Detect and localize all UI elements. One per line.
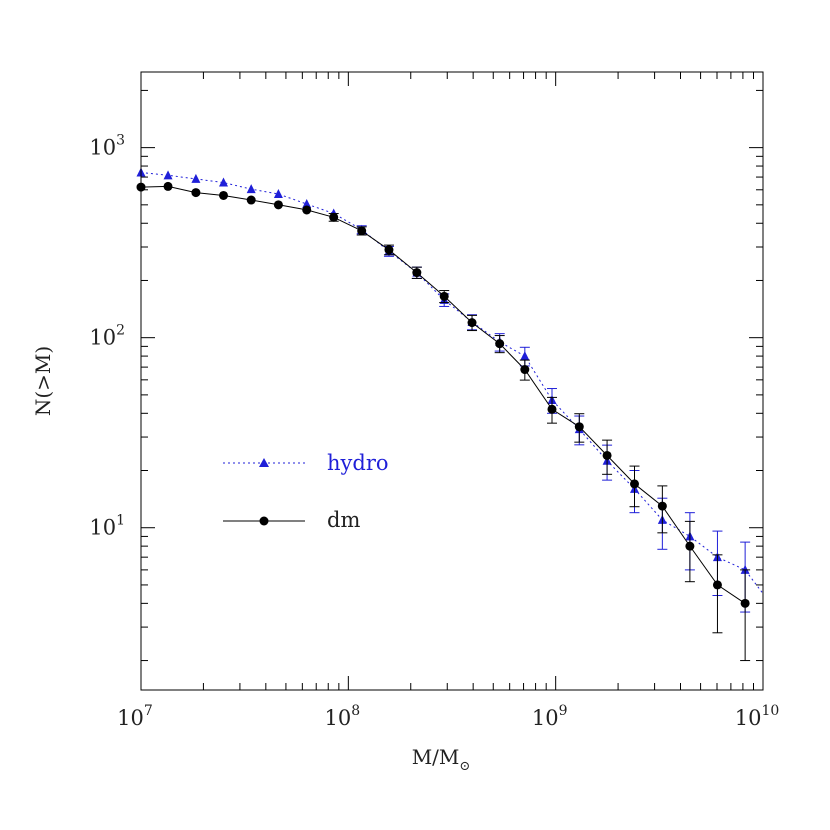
data-point-hydro xyxy=(246,184,256,194)
tick-labels: 107 108 109 1010 101 102 103 xyxy=(89,133,779,730)
data-point-hydro xyxy=(219,177,229,187)
data-point-hydro xyxy=(163,170,173,180)
x-axis-label: M/M⊙ xyxy=(412,745,471,774)
data-point-dm xyxy=(163,181,173,191)
legend-label-hydro: hydro xyxy=(327,451,389,475)
y-axis-label: N(>M) xyxy=(31,346,55,416)
data-point-dm xyxy=(439,291,449,301)
data-point-dm xyxy=(219,190,229,200)
legend: hydro dm xyxy=(223,451,389,532)
data-point-dm xyxy=(384,245,394,255)
data-point-hydro xyxy=(273,189,283,199)
x-tick-label: 109 xyxy=(532,703,568,730)
plot-frame xyxy=(140,71,764,691)
data-point-dm xyxy=(302,205,312,215)
series-dm xyxy=(136,181,751,662)
x-tick-label: 107 xyxy=(117,703,153,730)
data-point-hydro xyxy=(302,199,312,209)
legend-marker-hydro xyxy=(259,458,269,467)
data-point-dm xyxy=(657,501,667,511)
data-point-dm xyxy=(520,365,530,375)
data-point-hydro xyxy=(520,351,530,361)
y-tick-label: 101 xyxy=(89,513,125,540)
data-point-dm xyxy=(602,450,612,460)
series-line-hydro xyxy=(140,172,764,594)
data-point-dm xyxy=(273,200,283,210)
x-axis-label-subscript: ⊙ xyxy=(459,759,470,774)
y-tick-label: 102 xyxy=(89,323,125,350)
data-point-dm xyxy=(547,404,557,414)
data-point-dm xyxy=(467,318,477,328)
data-point-hydro xyxy=(191,173,201,183)
data-point-dm xyxy=(685,541,695,551)
data-point-dm xyxy=(357,226,367,236)
data-point-dm xyxy=(712,580,722,590)
y-tick-label: 103 xyxy=(89,133,125,160)
data-point-dm xyxy=(574,422,584,432)
data-point-dm xyxy=(329,212,339,222)
data-point-dm xyxy=(412,268,422,278)
data-point-dm xyxy=(191,188,201,198)
x-tick-label: 108 xyxy=(325,703,361,730)
data-point-dm xyxy=(629,479,639,489)
data-point-dm xyxy=(740,598,750,608)
data-point-dm xyxy=(246,195,256,205)
x-tick-label: 1010 xyxy=(735,703,780,730)
data-point-dm xyxy=(495,339,505,349)
series-layer xyxy=(136,167,764,662)
legend-marker-dm xyxy=(259,516,269,526)
legend-label-dm: dm xyxy=(327,508,360,532)
